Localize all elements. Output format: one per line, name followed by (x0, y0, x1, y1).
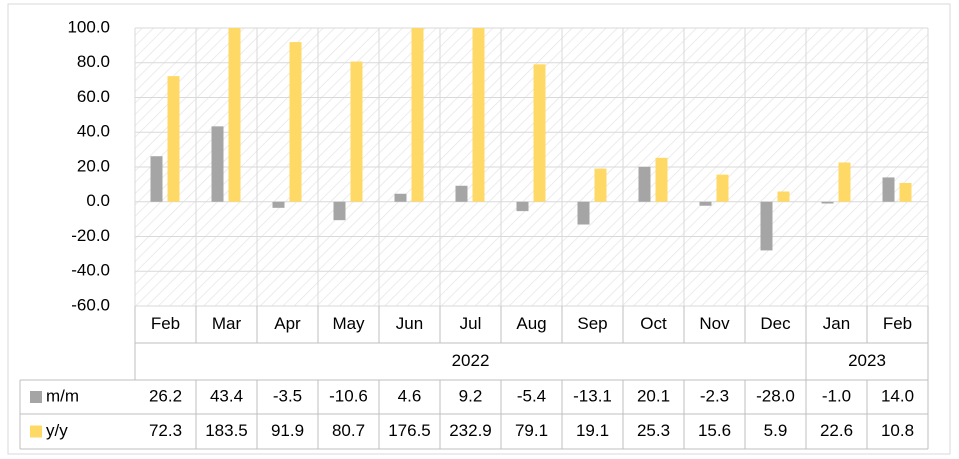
legend-swatch (30, 391, 42, 403)
x-tick-label: Nov (699, 314, 730, 333)
data-table-value: 91.9 (271, 421, 304, 440)
y-tick-label: 100.0 (67, 17, 110, 36)
y-tick-label: -60.0 (71, 295, 110, 314)
legend-swatch (30, 425, 42, 438)
x-tick-label: Feb (151, 314, 180, 333)
data-table-value: 20.1 (637, 386, 670, 405)
bar (655, 157, 668, 202)
y-tick-label: 20.0 (77, 156, 110, 175)
x-tick-label: Oct (640, 314, 667, 333)
data-table-value: 22.6 (820, 421, 853, 440)
y-tick-label: 60.0 (77, 87, 110, 106)
data-table-value: -1.0 (822, 386, 851, 405)
data-table-value: 25.3 (637, 421, 670, 440)
data-table-value: -28.0 (756, 386, 795, 405)
x-tick-label: Jan (823, 314, 850, 333)
bar (716, 174, 729, 202)
data-table-value: 19.1 (576, 421, 609, 440)
data-table-value: -5.4 (517, 386, 546, 405)
y-tick-label: 40.0 (77, 122, 110, 141)
legend-label: m/m (46, 386, 79, 405)
data-table-value: 232.9 (449, 421, 492, 440)
bar (333, 201, 346, 221)
x-tick-label: Mar (212, 314, 242, 333)
legend-label: y/y (46, 421, 68, 440)
x-tick-label: Dec (760, 314, 791, 333)
x-tick-label: Sep (577, 314, 607, 333)
bar (577, 201, 590, 225)
data-table-value: 183.5 (205, 421, 248, 440)
data-table-value: 79.1 (515, 421, 548, 440)
data-table-value: 72.3 (149, 421, 182, 440)
data-table-value: -13.1 (573, 386, 612, 405)
bar (516, 201, 529, 212)
bar (455, 185, 468, 202)
bar (838, 162, 851, 202)
x-tick-label: Apr (274, 314, 301, 333)
bar (411, 28, 424, 202)
data-table-value: 15.6 (698, 421, 731, 440)
data-table-value: 80.7 (332, 421, 365, 440)
data-table-value: 26.2 (149, 386, 182, 405)
x-tick-label: Aug (516, 314, 546, 333)
bar (899, 182, 912, 202)
x-tick-label: Jul (460, 314, 482, 333)
x-tick-label: May (332, 314, 365, 333)
y-tick-label: 80.0 (77, 52, 110, 71)
data-table-value: -3.5 (273, 386, 302, 405)
bar (533, 64, 546, 202)
bar (289, 42, 302, 202)
year-label: 2023 (848, 351, 886, 370)
bar (760, 201, 773, 251)
bar (228, 28, 241, 202)
bar (167, 76, 180, 202)
bar (272, 201, 285, 208)
data-table-value: 5.9 (764, 421, 788, 440)
bar (394, 193, 407, 202)
bar (821, 201, 834, 204)
data-table-value: 4.6 (398, 386, 422, 405)
bar (350, 61, 363, 202)
bar (699, 201, 712, 206)
data-table-value: 10.8 (881, 421, 914, 440)
bar (211, 126, 224, 202)
data-table-value: -10.6 (329, 386, 368, 405)
bar (777, 191, 790, 202)
chart-border (7, 3, 951, 455)
bar (150, 156, 163, 202)
data-table-value: -2.3 (700, 386, 729, 405)
data-table-value: 43.4 (210, 386, 243, 405)
data-table-value: 9.2 (459, 386, 483, 405)
y-tick-label: -40.0 (71, 261, 110, 280)
bar (882, 177, 895, 202)
year-label: 2022 (452, 351, 490, 370)
data-table-value: 14.0 (881, 386, 914, 405)
x-tick-label: Jun (396, 314, 423, 333)
bar (638, 166, 651, 202)
y-tick-label: 0.0 (86, 191, 110, 210)
bar (472, 28, 485, 202)
bar (594, 168, 607, 202)
x-tick-label: Feb (883, 314, 912, 333)
data-table-value: 176.5 (388, 421, 431, 440)
y-tick-label: -20.0 (71, 226, 110, 245)
